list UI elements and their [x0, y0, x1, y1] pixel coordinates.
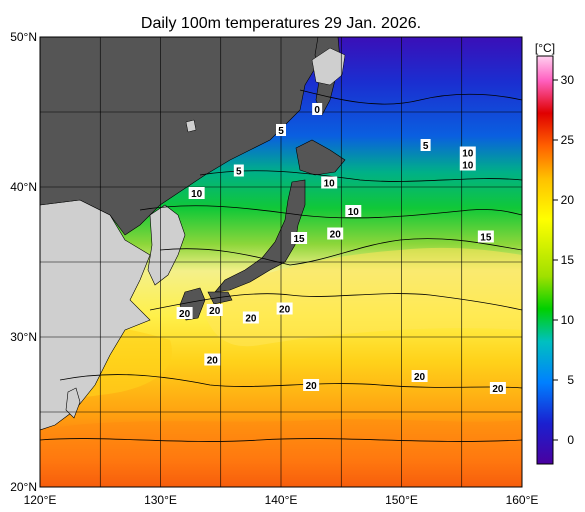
- colorbar-tick-label: 15: [561, 253, 575, 267]
- longitude-tick-labels: 120°E 130°E 140°E 150°E 160°E: [24, 493, 539, 507]
- land-asia-dark: [40, 37, 331, 236]
- isotherm-contours: [40, 89, 522, 442]
- kuroshio-warm-band: [200, 247, 522, 347]
- colorbar-tick-label: 10: [561, 313, 575, 327]
- contour-label-bg: [206, 304, 223, 316]
- contour-label: 20: [179, 309, 191, 320]
- lon-tick-label: 130°E: [144, 493, 177, 507]
- colorbar-tick-label: 5: [567, 373, 574, 387]
- colorbar-tick-label: 20: [561, 193, 575, 207]
- plot-frame: [39, 36, 523, 488]
- lat-tick-label: 40°N: [10, 180, 37, 194]
- colorbar-unit: [°C]: [535, 41, 555, 55]
- contour-label-bg: [459, 146, 476, 159]
- contour-label-bg: [420, 139, 431, 151]
- land-hokkaido: [295, 139, 346, 176]
- contour-label: 15: [480, 233, 492, 244]
- contour-label: 20: [207, 356, 219, 367]
- contour-label-bg: [312, 103, 323, 115]
- contour-label: 5: [423, 141, 429, 152]
- contour-label: 15: [294, 234, 306, 245]
- sea-ice-okhotsk: [311, 47, 346, 86]
- contour-label-bg: [345, 205, 362, 217]
- contour-label-bg: [411, 370, 428, 382]
- colorbar-tick-label: 25: [561, 133, 575, 147]
- lon-tick-label: 140°E: [265, 493, 298, 507]
- contour-label: 20: [245, 314, 257, 325]
- colorbar: [536, 55, 554, 465]
- contour-label-bg: [477, 230, 494, 243]
- land-korea: [147, 204, 186, 286]
- land-mainland-light: [40, 199, 151, 431]
- colorbar-tick-label: 30: [561, 73, 575, 87]
- contour-label: 20: [279, 305, 291, 316]
- contour-label-bg: [276, 302, 293, 315]
- contour-label-bg: [459, 158, 476, 171]
- contour-label-bg: [242, 311, 259, 324]
- lon-tick-label: 160°E: [506, 493, 539, 507]
- contour-label-bg: [188, 187, 205, 199]
- lon-tick-label: 150°E: [385, 493, 418, 507]
- contour-label: 5: [278, 126, 284, 137]
- contour-label-bg: [303, 379, 320, 391]
- lat-tick-label: 20°N: [10, 480, 37, 494]
- colorbar-tick-label: 0: [567, 433, 574, 447]
- sea-ice-islet: [185, 119, 197, 133]
- contour-label-bg: [176, 307, 193, 319]
- colorbar-ticks: 0 5 10 15 20 25 30: [553, 73, 574, 447]
- land-taiwan: [65, 387, 81, 419]
- latitude-tick-labels: 20°N 30°N 40°N 50°N: [10, 30, 37, 494]
- contour-label-bg: [204, 353, 221, 366]
- lat-tick-label: 30°N: [10, 330, 37, 344]
- contour-label: 20: [492, 384, 504, 395]
- contour-label: 5: [236, 167, 242, 178]
- contour-label: 20: [306, 381, 318, 392]
- contour-label: 10: [191, 189, 203, 200]
- contour-label-bg: [489, 382, 506, 394]
- contour-label: 20: [330, 230, 342, 241]
- lat-lon-grid: [40, 37, 522, 487]
- contour-label: 10: [462, 161, 474, 172]
- map-title: Daily 100m temperatures 29 Jan. 2026.: [141, 15, 421, 32]
- contour-label-bg: [233, 164, 244, 177]
- lat-tick-label: 50°N: [10, 30, 37, 44]
- contour-label: 10: [462, 149, 474, 160]
- contour-label-bg: [321, 176, 338, 189]
- contour-label: 20: [414, 372, 426, 383]
- land-honshu: [214, 179, 306, 293]
- contour-label: 10: [324, 179, 336, 190]
- land-shikoku: [207, 291, 233, 305]
- contour-label: 0: [314, 105, 320, 116]
- contour-label: 20: [209, 306, 221, 317]
- contour-label-bg: [276, 124, 286, 136]
- contour-label-bg: [291, 232, 308, 244]
- contour-label: 10: [348, 207, 360, 218]
- lon-tick-label: 120°E: [24, 493, 57, 507]
- contour-label-bg: [327, 227, 344, 240]
